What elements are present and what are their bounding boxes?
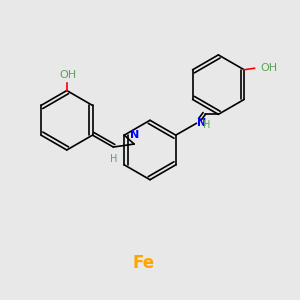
Text: N: N [196, 118, 206, 128]
Text: N: N [130, 130, 139, 140]
Text: H: H [203, 120, 211, 130]
Text: OH: OH [260, 63, 278, 73]
Text: Fe: Fe [133, 254, 155, 272]
Text: OH: OH [60, 70, 77, 80]
Text: H: H [110, 154, 118, 164]
